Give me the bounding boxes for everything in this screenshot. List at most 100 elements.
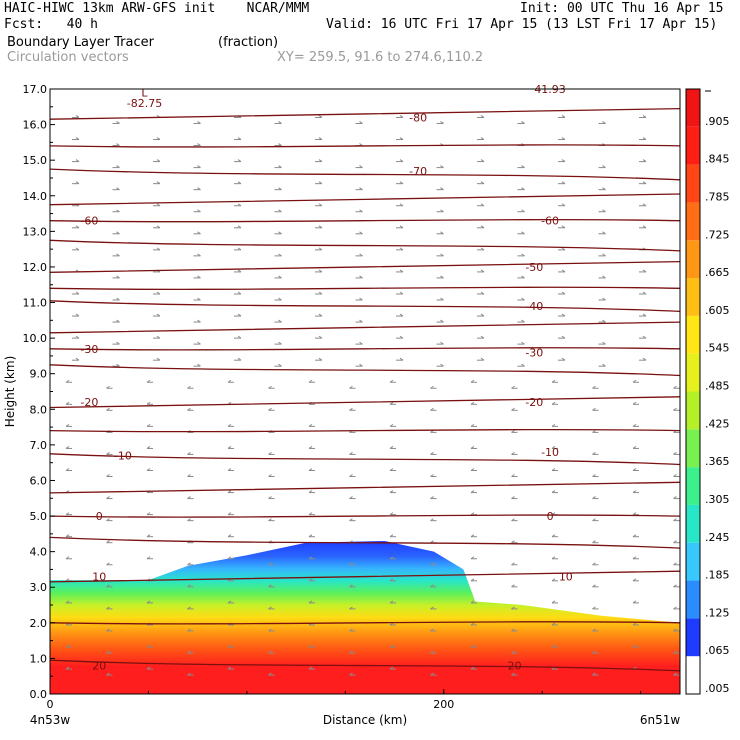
vector-arrowhead: [673, 407, 677, 411]
vector-arrowhead: [359, 165, 363, 169]
vector-arrowhead: [197, 209, 201, 213]
vector-arrowhead: [156, 225, 161, 229]
y-axis-label: Height (km): [3, 356, 17, 427]
vector-arrowhead: [349, 385, 353, 389]
vector-arrowhead: [602, 319, 606, 323]
vector-arrowhead: [521, 187, 525, 191]
vector-arrowhead: [116, 143, 120, 146]
vector-arrowhead: [389, 622, 394, 626]
contour-line: [50, 570, 680, 583]
vector-arrowhead: [632, 468, 637, 471]
vector-arrowhead: [592, 562, 596, 566]
vector-arrowhead: [561, 335, 566, 339]
colorbar-frame: [685, 88, 701, 695]
vector-arrowhead: [480, 159, 485, 163]
vector-arrowhead: [65, 401, 70, 405]
vector-arrowhead: [642, 203, 647, 207]
vector-arrowhead: [511, 562, 515, 566]
vector-arrowhead: [65, 578, 70, 582]
x-tick-label: 0: [47, 698, 54, 711]
vector-arrowhead: [268, 584, 272, 588]
x-right-endpoint-label: 6n51w: [640, 713, 681, 727]
vector-arrowhead: [359, 275, 363, 279]
vector-arrowhead: [349, 650, 353, 654]
vector-arrowhead: [359, 121, 363, 124]
vector-arrowhead: [116, 165, 120, 169]
vector-arrowhead: [146, 401, 151, 405]
vector-arrowhead: [440, 319, 444, 323]
vector-arrowhead: [389, 556, 394, 560]
vector-arrowhead: [632, 423, 637, 427]
vector-arrowhead: [480, 115, 485, 118]
vector-arrowhead: [278, 253, 282, 257]
x-tick-label: 200: [433, 698, 454, 711]
vector-arrowhead: [592, 628, 596, 632]
vector-arrowhead: [116, 319, 120, 323]
vector-arrowhead: [592, 496, 596, 499]
vector-arrowhead: [389, 666, 394, 670]
vector-arrowhead: [399, 225, 404, 229]
vector-arrowhead: [632, 578, 637, 582]
contour-label: 10: [559, 571, 573, 584]
vector-arrowhead: [65, 666, 70, 670]
vector-arrowhead: [75, 357, 80, 361]
contour-label: 10: [92, 571, 106, 584]
vector-arrowhead: [642, 335, 647, 339]
vector-arrowhead: [156, 203, 161, 207]
vector-arrowhead: [237, 357, 242, 361]
vector-arrowhead: [673, 474, 677, 477]
vector-arrowhead: [430, 385, 434, 389]
y-tick-label: 7.0: [30, 439, 48, 452]
vector-arrowhead: [268, 496, 272, 499]
contour-label: -40: [525, 300, 543, 313]
vector-arrowhead: [389, 490, 394, 493]
vector-arrowhead: [75, 137, 80, 140]
vector-arrowhead: [389, 401, 394, 405]
vector-arrowhead: [632, 556, 637, 560]
vector-arrowhead: [187, 606, 191, 610]
vector-arrowhead: [551, 379, 556, 383]
vector-arrowhead: [673, 385, 677, 389]
vector-arrowhead: [227, 446, 232, 449]
vector-arrowhead: [470, 534, 475, 538]
vector-arrowhead: [551, 468, 556, 471]
vector-arrowhead: [278, 341, 282, 345]
vector-arrowhead: [673, 540, 677, 544]
vector-arrowhead: [632, 490, 637, 493]
vector-arrowhead: [389, 446, 394, 449]
contour-line: [50, 219, 680, 223]
vector-arrowhead: [106, 628, 110, 632]
contour-line: [50, 453, 680, 466]
vector-arrowhead: [470, 379, 475, 383]
contour-line: [50, 347, 680, 351]
xy-cross-section: XY= 259.5, 91.6 to 274.6,110.2: [277, 50, 484, 65]
vector-arrowhead: [399, 181, 404, 185]
y-tick-label: 14.0: [23, 190, 48, 203]
colorbar-swatch: [686, 278, 700, 316]
vector-arrowhead: [642, 313, 647, 317]
vector-arrowhead: [561, 269, 566, 273]
vector-arrowhead: [187, 650, 191, 654]
vector-arrowhead: [673, 628, 677, 632]
colorbar-label: .785: [705, 190, 730, 203]
vector-arrowhead: [268, 407, 272, 411]
vector-arrowhead: [308, 644, 313, 648]
vector-arrowhead: [156, 137, 161, 140]
vector-arrowhead: [359, 231, 363, 235]
vector-arrowhead: [521, 121, 525, 124]
vector-arrowhead: [359, 187, 363, 191]
y-tick-label: 9.0: [30, 368, 48, 381]
vector-arrowhead: [308, 468, 313, 471]
vector-arrowhead: [65, 379, 70, 383]
vector-arrowhead: [237, 291, 242, 295]
vector-arrowhead: [116, 363, 120, 367]
vector-arrowhead: [227, 423, 232, 427]
vector-arrowhead: [440, 363, 444, 367]
colorbar-swatch: [686, 467, 700, 505]
vector-arrowhead: [389, 644, 394, 648]
vector-arrowhead: [75, 181, 80, 185]
vector-arrowhead: [480, 335, 485, 339]
vector-arrowhead: [278, 297, 282, 301]
vector-arrowhead: [146, 423, 151, 427]
colorbar-label: .125: [705, 606, 730, 619]
